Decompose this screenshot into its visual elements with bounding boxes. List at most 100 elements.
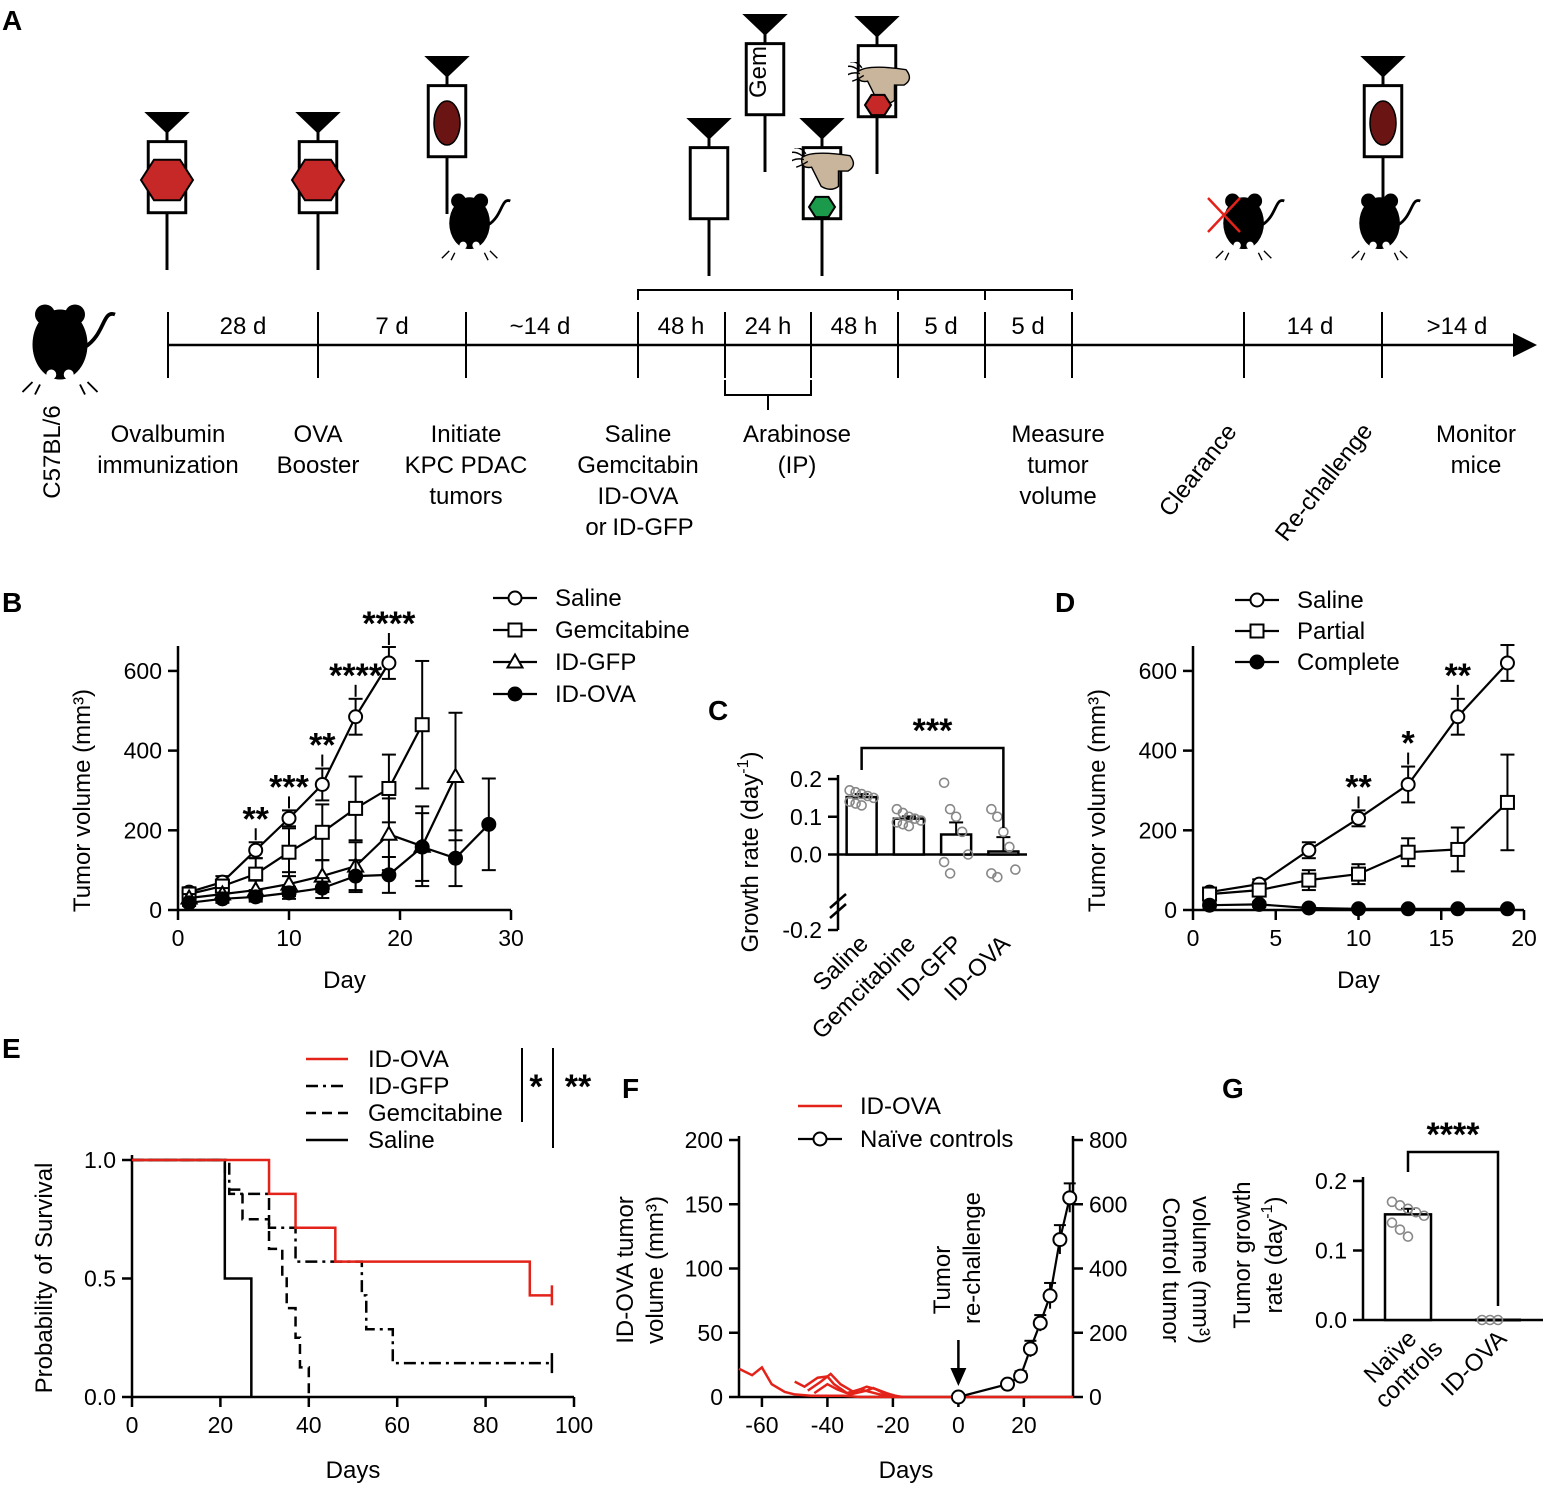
panel-b-chart: 0 10 20 30 0 200 400 600 Day Tumor volume (mm³) Sa…: [69, 585, 690, 994]
data-point-gemcitabine: [414, 717, 430, 733]
data-point: [944, 803, 956, 815]
data-point-partial: [1499, 794, 1515, 810]
y-axis-label-sup: -1: [735, 759, 752, 773]
significance-label: **: [1445, 657, 1472, 695]
b-legend-marker: [507, 622, 523, 638]
clearance-label: Clearance: [1154, 419, 1243, 522]
b-legend-marker: [507, 686, 523, 702]
data-point-saline: [248, 842, 264, 858]
step-label: immunization: [97, 452, 238, 479]
series-line-id-ova: [188, 823, 490, 904]
id-ova-tumor-trace: [813, 1382, 903, 1399]
left-y-tick-label: 100: [685, 1256, 723, 1282]
c57bl6-mouse-icon: [23, 305, 116, 395]
naive-controls-point: [1062, 1190, 1078, 1206]
interval-label: 48 h: [658, 313, 705, 340]
data-point: [891, 817, 903, 828]
data-point: [986, 803, 997, 815]
e-legend-label: Saline: [368, 1127, 435, 1154]
y-tick-label: 0.5: [84, 1266, 116, 1292]
data-point: [1476, 1314, 1488, 1326]
id-gfp-step-label: ID-GFP: [612, 514, 693, 541]
panel-label-e: E: [2, 1033, 21, 1064]
step-label: Measure: [1011, 421, 1104, 448]
survival-curve-gemcitabine: [132, 1158, 311, 1397]
step-label: OVA: [294, 421, 343, 448]
data-point: [903, 820, 915, 832]
monitor-label: Monitor: [1436, 421, 1516, 448]
gem-syringe-label: Gem: [745, 46, 772, 98]
panel-label-f: F: [622, 1073, 639, 1104]
y-tick-label: 400: [1139, 738, 1177, 764]
b-legend-label: ID-OVA: [555, 681, 636, 708]
significance-label: *: [1402, 725, 1416, 763]
y-axis-label: Probability of Survival: [31, 1163, 58, 1394]
data-point: [1010, 864, 1021, 875]
data-point-saline: [1450, 709, 1466, 725]
significance-label: ***: [269, 768, 309, 806]
data-point-id-gfp: [446, 767, 465, 784]
bar: [939, 833, 973, 856]
y-tick-label: 0.0: [84, 1384, 116, 1410]
data-point: [998, 826, 1009, 838]
timeline-arrowhead: [1513, 333, 1537, 357]
b-legend-marker: [507, 590, 523, 606]
rechallenge-annotation-line2: re-challenge: [959, 1192, 986, 1324]
significance-label: ****: [329, 657, 383, 695]
rechallenge-arrowhead: [950, 1368, 967, 1386]
significance-label: **: [565, 1068, 592, 1106]
data-point-complete: [1202, 897, 1218, 913]
x-tick-label: -60: [745, 1412, 778, 1438]
data-point: [938, 777, 950, 789]
significance-label: **: [1345, 768, 1372, 806]
left-y-tick-label: 150: [685, 1191, 723, 1217]
right-y-tick-label: 400: [1089, 1256, 1127, 1282]
x-tick-label: 40: [296, 1412, 322, 1438]
y-axis-label-close: ): [737, 752, 764, 760]
or-label: or: [585, 514, 606, 541]
step-label: tumors: [429, 483, 502, 510]
data-point-complete: [1301, 900, 1317, 916]
data-point-complete: [1400, 901, 1416, 917]
data-point-id-ova: [281, 885, 297, 901]
x-axis-label: Day: [1337, 967, 1380, 994]
significance-label: **: [242, 800, 269, 838]
data-point-complete: [1351, 901, 1366, 917]
y-axis-label-line1: Tumor growth: [1229, 1181, 1256, 1328]
x-axis-label: Days: [326, 1457, 381, 1484]
data-point-partial: [1351, 866, 1366, 882]
data-point: [962, 849, 974, 860]
data-point-id-ova: [314, 880, 330, 896]
data-point: [1402, 1231, 1414, 1242]
right-y-tick-label: 600: [1089, 1191, 1127, 1217]
panel-label-b: B: [2, 587, 22, 618]
data-point-id-ova: [481, 816, 497, 832]
naive-controls-point: [1022, 1341, 1038, 1357]
bar: [1383, 1213, 1433, 1322]
y-tick-label: -0.2: [782, 917, 822, 943]
significance-label: ***: [913, 712, 953, 750]
significance-label: ****: [362, 605, 416, 643]
data-point: [909, 813, 921, 824]
data-point-id-gfp: [379, 824, 399, 841]
mouse-icon: [440, 192, 512, 262]
x-tick-label: 30: [498, 925, 524, 951]
b-legend-marker: [505, 652, 525, 669]
e-legend-label: ID-GFP: [368, 1073, 449, 1100]
panel-label-c: C: [708, 695, 728, 726]
y-tick-label: 0.1: [1315, 1238, 1347, 1264]
interval-label: 5 d: [924, 313, 957, 340]
y-tick-label: 600: [124, 658, 162, 684]
data-point: [915, 815, 927, 826]
interval-label: 24 h: [745, 313, 792, 340]
survival-curve-id-gfp: [132, 1158, 552, 1365]
x-tick-label: 0: [126, 1412, 139, 1438]
data-point-id-ova: [414, 839, 430, 855]
significance-bracket: [1406, 1150, 1500, 1306]
data-point: [862, 790, 873, 802]
y-axis-label-sup: -1: [1259, 1204, 1276, 1218]
interval-label: 7 d: [375, 313, 408, 340]
